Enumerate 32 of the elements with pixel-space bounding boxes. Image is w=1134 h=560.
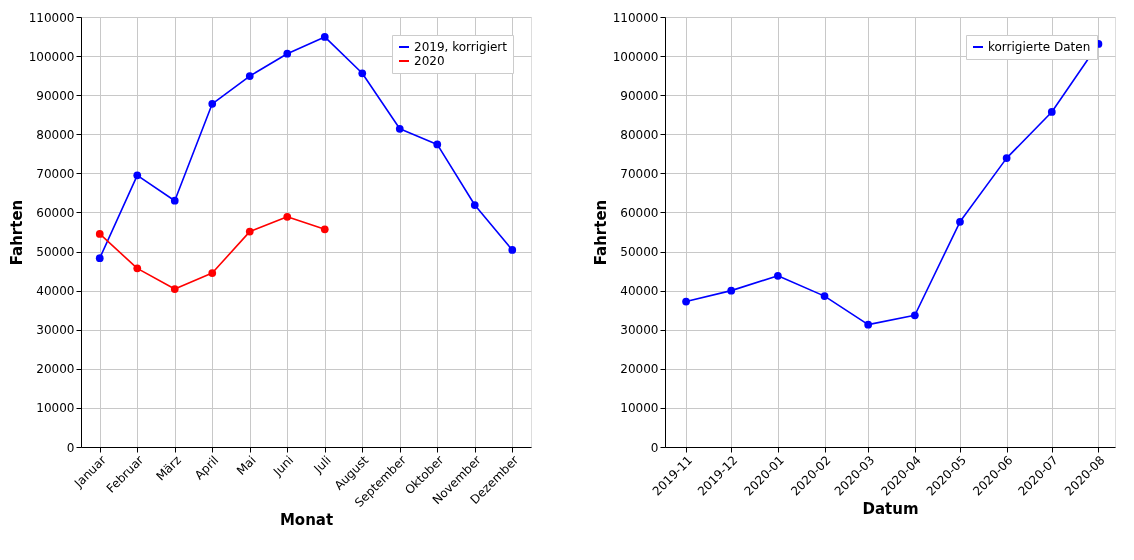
y-tick-label: 70000 [620,166,659,181]
y-tick-label: 10000 [620,401,659,416]
legend-label: 2020 [414,54,445,68]
y-axis-title: Fahrten [7,199,26,266]
y-tick-label: 30000 [620,323,659,338]
y-tick-label: 90000 [620,88,659,103]
x-tick-label: Mai [233,453,259,478]
y-tick-label: 20000 [36,362,75,377]
y-tick-label: 70000 [36,166,75,181]
y-tick-label: 40000 [620,284,659,299]
x-axis-title: Datum [862,499,919,518]
y-tick-label: 0 [66,440,75,455]
y-tick-label: 60000 [36,205,75,220]
y-tick-label: 80000 [620,127,659,142]
y-tick-label: 10000 [36,401,75,416]
y-tick-label: 40000 [36,284,75,299]
y-tick-label: 100000 [612,49,659,64]
x-axis-title: Monat [279,511,334,530]
y-tick-label: 90000 [36,88,75,103]
y-tick-label: 100000 [28,49,75,64]
y-tick-label: 30000 [36,323,75,338]
legend-label: korrigierte Daten [988,40,1091,54]
y-tick-label: 110000 [612,10,659,25]
y-tick-label: 20000 [620,362,659,377]
y-tick-label: 110000 [28,10,75,25]
legend-label: 2019, korrigiert [414,40,508,54]
y-tick-label: 50000 [36,245,75,260]
y-tick-label: 80000 [36,127,75,142]
y-tick-label: 0 [650,440,659,455]
y-tick-label: 50000 [620,245,659,260]
y-axis-title: Fahrten [591,199,610,266]
y-tick-label: 60000 [620,205,659,220]
